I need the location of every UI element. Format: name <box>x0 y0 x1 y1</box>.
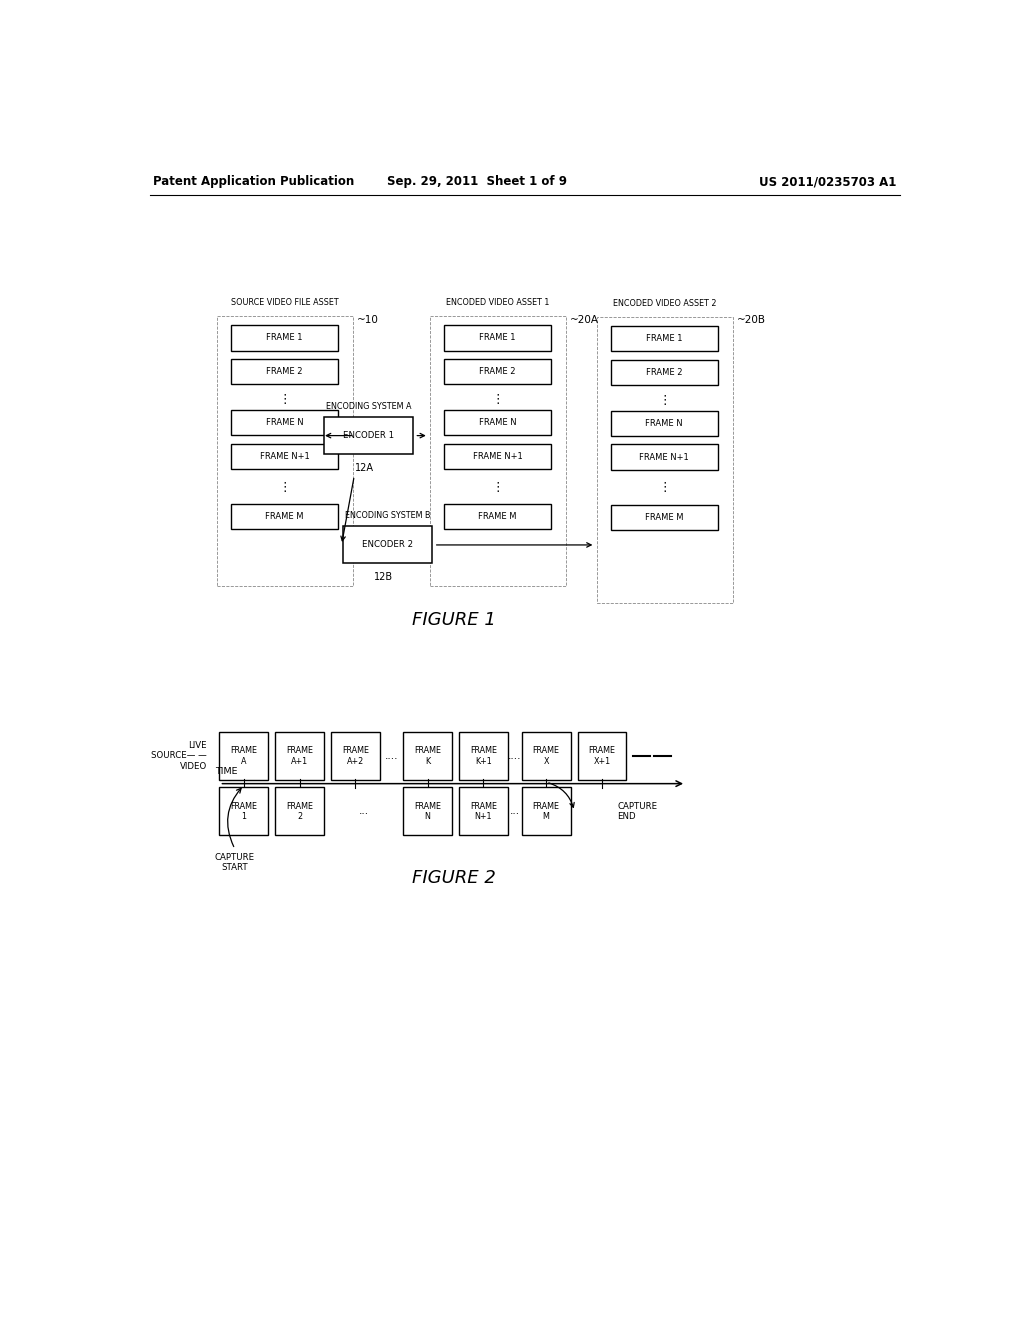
FancyBboxPatch shape <box>275 788 324 836</box>
Text: ~20B: ~20B <box>736 315 765 326</box>
Text: FRAME N+1: FRAME N+1 <box>473 451 522 461</box>
FancyBboxPatch shape <box>521 788 570 836</box>
Text: FRAME N+1: FRAME N+1 <box>260 451 309 461</box>
Text: 12B: 12B <box>374 573 393 582</box>
FancyBboxPatch shape <box>521 733 570 780</box>
Text: ⋮: ⋮ <box>492 393 504 407</box>
Text: FRAME M: FRAME M <box>645 512 684 521</box>
Text: FRAME
1: FRAME 1 <box>230 801 257 821</box>
Text: Patent Application Publication: Patent Application Publication <box>153 176 354 187</box>
FancyBboxPatch shape <box>403 733 452 780</box>
FancyBboxPatch shape <box>444 444 551 469</box>
Text: FIGURE 1: FIGURE 1 <box>412 611 496 630</box>
FancyBboxPatch shape <box>430 317 566 586</box>
Text: ⋮: ⋮ <box>658 393 671 407</box>
Text: ENCODER 2: ENCODER 2 <box>362 540 414 549</box>
Text: FRAME N: FRAME N <box>479 418 516 426</box>
Text: FRAME
K: FRAME K <box>414 746 441 766</box>
Text: ENCODING SYSTEM B: ENCODING SYSTEM B <box>345 511 430 520</box>
FancyBboxPatch shape <box>459 788 508 836</box>
Text: FRAME
N: FRAME N <box>414 801 441 821</box>
Text: FRAME N: FRAME N <box>645 418 683 428</box>
FancyBboxPatch shape <box>611 360 718 385</box>
Text: FRAME 1: FRAME 1 <box>646 334 683 343</box>
FancyBboxPatch shape <box>611 445 718 470</box>
FancyBboxPatch shape <box>611 504 718 529</box>
Text: FRAME
2: FRAME 2 <box>286 801 313 821</box>
FancyBboxPatch shape <box>444 409 551 436</box>
FancyBboxPatch shape <box>217 317 352 586</box>
Text: FRAME 2: FRAME 2 <box>646 368 683 378</box>
Text: FRAME M: FRAME M <box>265 512 304 521</box>
Text: FRAME 1: FRAME 1 <box>266 334 303 342</box>
FancyBboxPatch shape <box>331 733 380 780</box>
FancyBboxPatch shape <box>231 409 338 436</box>
Text: Sep. 29, 2011  Sheet 1 of 9: Sep. 29, 2011 Sheet 1 of 9 <box>387 176 566 187</box>
Text: ⋮: ⋮ <box>279 480 291 494</box>
FancyBboxPatch shape <box>219 733 268 780</box>
Text: LIVE
SOURCE— —
VIDEO: LIVE SOURCE— — VIDEO <box>152 741 207 771</box>
FancyBboxPatch shape <box>444 325 551 351</box>
FancyBboxPatch shape <box>231 444 338 469</box>
Text: ....: .... <box>508 751 521 760</box>
Text: ⋮: ⋮ <box>279 393 291 407</box>
FancyBboxPatch shape <box>597 317 732 603</box>
Text: 12A: 12A <box>355 463 374 473</box>
Text: CAPTURE
START: CAPTURE START <box>215 853 255 873</box>
FancyBboxPatch shape <box>403 788 452 836</box>
Text: FRAME
A+1: FRAME A+1 <box>286 746 313 766</box>
Text: ...: ... <box>510 807 520 816</box>
Text: SOURCE VIDEO FILE ASSET: SOURCE VIDEO FILE ASSET <box>231 298 339 308</box>
Text: ENCODED VIDEO ASSET 1: ENCODED VIDEO ASSET 1 <box>446 298 550 308</box>
Text: ENCODING SYSTEM A: ENCODING SYSTEM A <box>326 401 411 411</box>
FancyBboxPatch shape <box>444 359 551 384</box>
FancyBboxPatch shape <box>459 733 508 780</box>
Text: ...: ... <box>358 807 369 816</box>
FancyBboxPatch shape <box>611 411 718 436</box>
Text: ~20A: ~20A <box>569 314 599 325</box>
Text: FRAME
X: FRAME X <box>532 746 559 766</box>
FancyBboxPatch shape <box>231 504 338 529</box>
FancyBboxPatch shape <box>275 733 324 780</box>
Text: FRAME 2: FRAME 2 <box>266 367 303 376</box>
FancyBboxPatch shape <box>611 326 718 351</box>
Text: FRAME N+1: FRAME N+1 <box>639 453 689 462</box>
Text: FRAME M: FRAME M <box>478 512 517 521</box>
Text: ⋮: ⋮ <box>658 482 671 495</box>
Text: CAPTURE
END: CAPTURE END <box>617 801 657 821</box>
FancyBboxPatch shape <box>444 504 551 529</box>
Text: FIGURE 2: FIGURE 2 <box>412 869 496 887</box>
Text: TIME: TIME <box>216 767 238 776</box>
Text: ~10: ~10 <box>356 314 379 325</box>
FancyBboxPatch shape <box>324 417 413 454</box>
Text: FRAME N: FRAME N <box>266 418 303 426</box>
Text: FRAME
M: FRAME M <box>532 801 559 821</box>
Text: FRAME 2: FRAME 2 <box>479 367 516 376</box>
Text: US 2011/0235703 A1: US 2011/0235703 A1 <box>760 176 897 187</box>
Text: FRAME
A+2: FRAME A+2 <box>342 746 369 766</box>
Text: ....: .... <box>385 751 398 760</box>
Text: ENCODER 1: ENCODER 1 <box>343 432 394 440</box>
Text: FRAME
X+1: FRAME X+1 <box>589 746 615 766</box>
FancyBboxPatch shape <box>231 325 338 351</box>
FancyBboxPatch shape <box>343 527 432 564</box>
Text: ⋮: ⋮ <box>492 480 504 494</box>
FancyBboxPatch shape <box>578 733 627 780</box>
Text: FRAME 1: FRAME 1 <box>479 334 516 342</box>
FancyBboxPatch shape <box>219 788 268 836</box>
FancyBboxPatch shape <box>231 359 338 384</box>
Text: ENCODED VIDEO ASSET 2: ENCODED VIDEO ASSET 2 <box>613 298 717 308</box>
Text: FRAME
K+1: FRAME K+1 <box>470 746 497 766</box>
Text: FRAME
N+1: FRAME N+1 <box>470 801 497 821</box>
Text: FRAME
A: FRAME A <box>230 746 257 766</box>
